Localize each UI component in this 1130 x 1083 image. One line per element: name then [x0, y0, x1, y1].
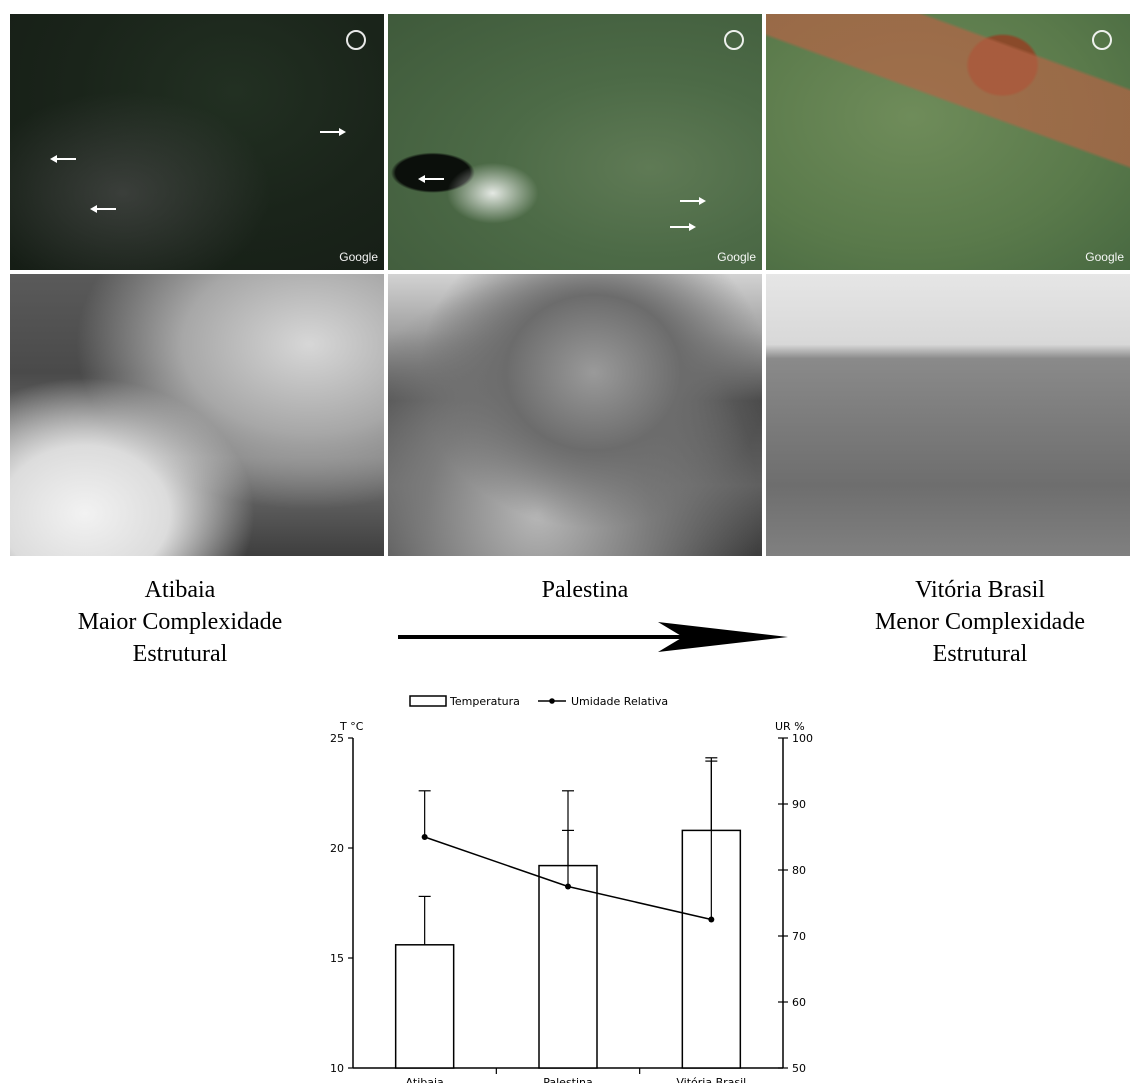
point-umidade-relativa — [421, 834, 428, 840]
caption-site-name: Atibaia — [144, 577, 216, 603]
right-axis-tick-label: 70 — [792, 930, 806, 943]
point-umidade-relativa — [565, 883, 571, 890]
compass-icon — [1092, 30, 1112, 50]
compass-icon — [724, 30, 744, 50]
left-axis-tick-label: 25 — [330, 732, 344, 745]
satellite-image-vitoria-brasil: Google — [766, 14, 1130, 270]
caption-site-name: Vitória Brasil — [915, 577, 1045, 603]
google-watermark: Google — [1085, 250, 1124, 264]
category-label: Vitória Brasil — [676, 1076, 746, 1083]
caption-complexity: Maior Complexidade — [77, 609, 283, 635]
bar-temperatura — [394, 944, 455, 1069]
satellite-image-palestina: Google — [388, 14, 762, 270]
left-axis-tick-label: 15 — [330, 952, 344, 965]
compass-icon — [346, 30, 366, 50]
satellite-image-atibaia: Google — [10, 14, 384, 270]
legend-marker — [549, 698, 555, 704]
arrow-marker-icon — [50, 155, 76, 163]
bar-temperatura — [538, 864, 598, 1069]
gradient-arrow-icon — [398, 622, 788, 652]
category-label: Palestina — [543, 1076, 593, 1083]
arrow-marker-icon — [418, 175, 444, 183]
category-label: Atibaia — [406, 1076, 444, 1083]
temperature-humidity-chart: Temperatura Umidade Relativa T °C UR % 1… — [320, 690, 840, 1083]
photo-vitoria-brasil — [766, 274, 1130, 556]
legend-label-temperatura: Temperatura — [449, 695, 520, 708]
left-axis-label: T °C — [339, 720, 364, 733]
legend: Temperatura Umidade Relativa — [409, 695, 668, 708]
point-umidade-relativa — [708, 916, 715, 923]
legend-label-umidade-relativa: Umidade Relativa — [571, 695, 668, 708]
legend-bar-swatch — [409, 695, 447, 707]
caption-vitoria-brasil: Vitória Brasil Menor Complexidade Estrut… — [850, 574, 1110, 670]
right-axis-tick-label: 60 — [792, 996, 806, 1009]
google-watermark: Google — [717, 250, 756, 264]
photo-atibaia — [10, 274, 384, 556]
arrow-marker-icon — [320, 128, 346, 136]
right-axis-tick-label: 80 — [792, 864, 806, 877]
right-axis-tick-label: 90 — [792, 798, 806, 811]
arrow-marker-icon — [680, 197, 706, 205]
right-axis-tick-label: 100 — [792, 732, 813, 745]
caption-complexity: Menor Complexidade — [875, 609, 1085, 635]
arrow-marker-icon — [90, 205, 116, 213]
google-watermark: Google — [339, 250, 378, 264]
right-axis-tick-label: 50 — [792, 1062, 806, 1075]
photo-palestina — [388, 274, 762, 556]
chart-svg: Temperatura Umidade Relativa T °C UR % 1… — [330, 695, 813, 1083]
caption-atibaia: Atibaia Maior Complexidade Estrutural — [50, 574, 310, 670]
caption-palestina: Palestina — [505, 574, 665, 606]
left-axis-tick-label: 20 — [330, 842, 344, 855]
left-axis-tick-label: 10 — [330, 1062, 344, 1075]
arrow-marker-icon — [670, 223, 696, 231]
right-axis-label: UR % — [775, 720, 805, 733]
caption-structural: Estrutural — [932, 641, 1028, 667]
caption-site-name: Palestina — [541, 577, 629, 603]
caption-structural: Estrutural — [132, 641, 228, 667]
